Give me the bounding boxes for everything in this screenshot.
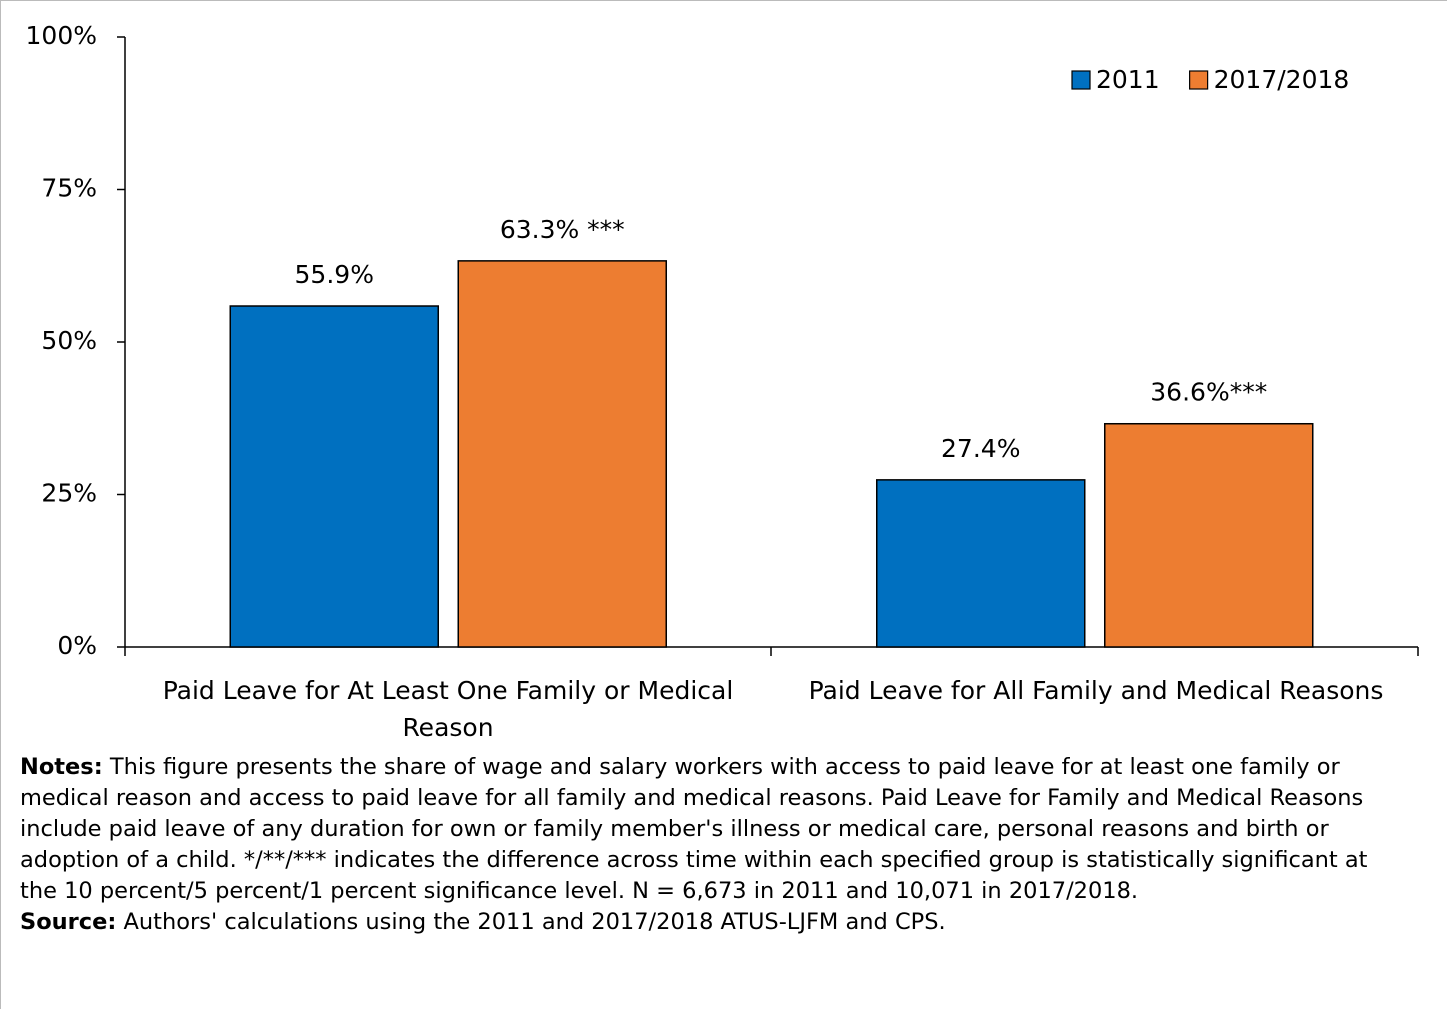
source-paragraph: Source: Authors' calculations using the …: [20, 907, 1380, 938]
notes-paragraph: Notes: This figure presents the share of…: [20, 752, 1380, 907]
x-tick-label: Paid Leave for All Family and Medical Re…: [808, 676, 1384, 705]
bar: [229, 305, 439, 648]
data-label: 36.6%***: [1150, 378, 1267, 407]
y-tick-label: 0%: [57, 631, 97, 660]
y-tick-label: 50%: [41, 326, 97, 355]
data-label: 63.3% ***: [500, 215, 625, 244]
y-tick-label: 100%: [26, 21, 97, 50]
legend-swatch: [1071, 70, 1091, 90]
notes: Notes: This figure presents the share of…: [20, 752, 1380, 938]
bar: [1104, 422, 1314, 648]
notes-text: This figure presents the share of wage a…: [20, 754, 1368, 904]
notes-label: Notes:: [20, 754, 103, 780]
bar: [876, 479, 1086, 648]
y-tick-label: 25%: [41, 479, 97, 508]
legend-label: 2011: [1096, 65, 1160, 94]
y-tick-label: 75%: [41, 174, 97, 203]
x-tick-label: Paid Leave for At Least One Family or Me…: [162, 676, 734, 742]
bar: [457, 260, 667, 648]
source-text: Authors' calculations using the 2011 and…: [123, 909, 946, 935]
source-label: Source:: [20, 909, 117, 935]
data-label: 55.9%: [295, 260, 374, 289]
legend-label: 2017/2018: [1214, 65, 1350, 94]
legend-swatch: [1189, 70, 1209, 90]
data-label: 27.4%: [941, 434, 1020, 463]
